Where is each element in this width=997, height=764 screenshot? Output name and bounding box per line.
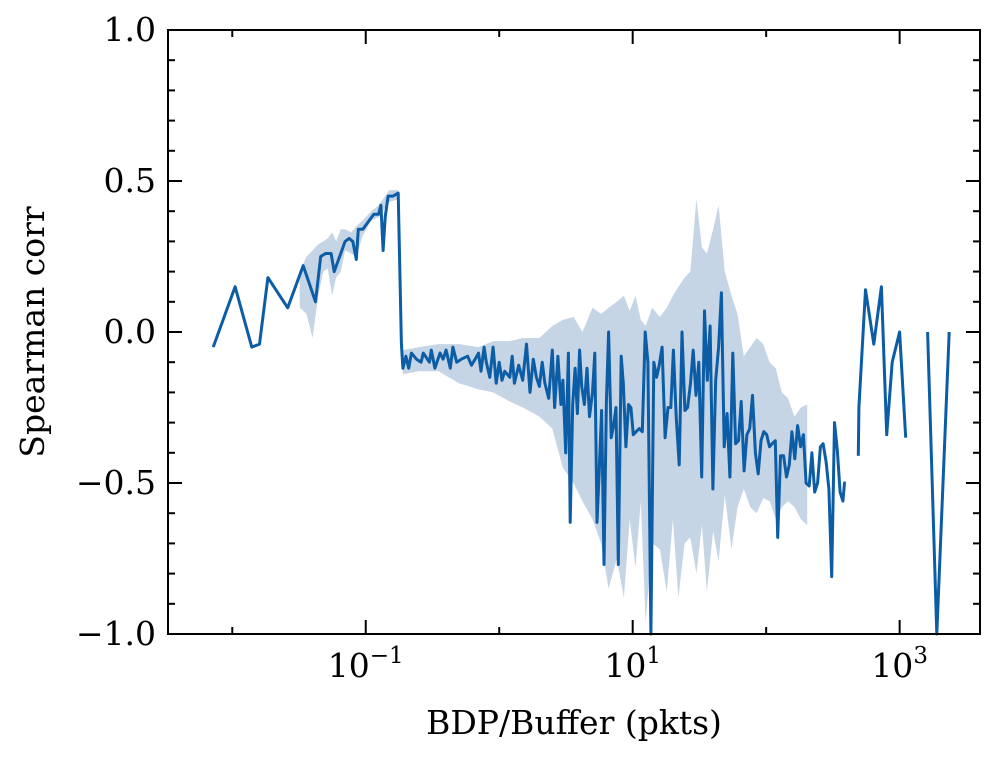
x-tick-label: 10−1 <box>328 643 404 685</box>
x-tick-label: 103 <box>871 643 928 685</box>
x-axis-label: BDP/Buffer (pkts) <box>426 703 722 742</box>
y-axis-label: Spearman corr <box>13 206 52 458</box>
y-tick-label: 0.5 <box>104 161 156 200</box>
y-tick-label: 1.0 <box>104 10 156 49</box>
tick-label-layer: 1.0 0.5 0.0 −0.5 −1.0 10−1 101 103 <box>76 10 928 685</box>
series-line-segment <box>926 331 951 636</box>
tick-layer <box>168 29 980 635</box>
x-tick-label: 101 <box>604 643 661 685</box>
series-line-segment <box>211 191 846 636</box>
y-tick-label: 0.0 <box>104 312 156 351</box>
y-tick-label: −0.5 <box>76 463 156 502</box>
series-line-segment <box>856 285 908 456</box>
y-tick-label: −1.0 <box>76 614 156 653</box>
